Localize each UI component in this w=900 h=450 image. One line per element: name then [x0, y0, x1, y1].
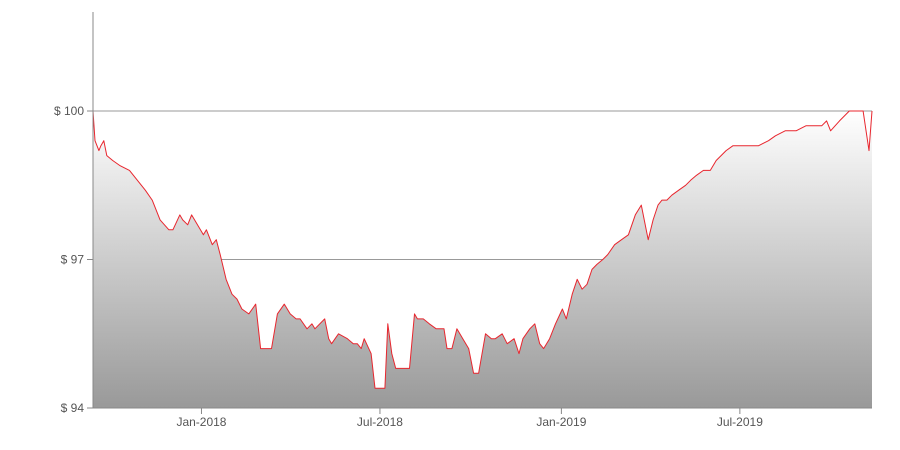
series-line [92, 110, 873, 389]
y-tick-label: $ 97 [61, 253, 85, 267]
x-tick-label: Jul-2018 [357, 415, 403, 429]
x-tick-label: Jul-2019 [717, 415, 763, 429]
y-tick-label: $ 100 [54, 104, 84, 118]
series-area [93, 111, 872, 408]
x-axis-ticks: Jan-2018 Jul-2018 Jan-2019 Jul-2019 [176, 408, 763, 429]
x-tick-label: Jan-2019 [536, 415, 586, 429]
y-tick-label: $ 94 [61, 401, 85, 415]
x-tick-label: Jan-2018 [176, 415, 226, 429]
y-axis-ticks: $ 94 $ 97 $ 100 [54, 104, 93, 415]
